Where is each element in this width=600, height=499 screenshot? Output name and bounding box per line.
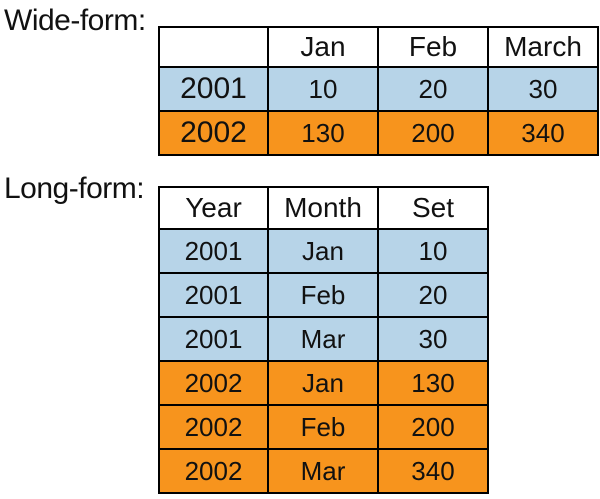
long-cell-set: 30: [377, 316, 489, 362]
long-row: 2001 Mar 30: [158, 316, 489, 362]
long-cell-month: Jan: [267, 228, 379, 274]
long-cell-set: 20: [377, 272, 489, 318]
long-header-year: Year: [158, 186, 269, 230]
wide-header-feb: Feb: [377, 26, 489, 68]
wide-row-year: 2002: [158, 110, 269, 156]
long-row: 2001 Feb 20: [158, 272, 489, 318]
long-cell-month: Mar: [267, 448, 379, 494]
long-cell-year: 2002: [158, 404, 269, 450]
long-cell-year: 2002: [158, 360, 269, 406]
long-row: 2002 Feb 200: [158, 404, 489, 450]
wide-cell-march: 340: [487, 110, 599, 156]
long-header-row: Year Month Set: [158, 186, 489, 230]
wide-row-2001: 2001 10 20 30: [158, 66, 599, 112]
long-form-label: Long-form:: [4, 172, 145, 205]
long-cell-month: Jan: [267, 360, 379, 406]
long-row: 2001 Jan 10: [158, 228, 489, 274]
wide-cell-feb: 20: [377, 66, 489, 112]
long-row: 2002 Jan 130: [158, 360, 489, 406]
long-cell-year: 2001: [158, 228, 269, 274]
wide-form-table: Jan Feb March 2001 10 20 30 2002 130 200…: [158, 26, 599, 156]
long-cell-year: 2001: [158, 316, 269, 362]
long-cell-month: Feb: [267, 404, 379, 450]
wide-row-year: 2001: [158, 66, 269, 112]
wide-form-label: Wide-form:: [4, 4, 146, 37]
long-cell-month: Mar: [267, 316, 379, 362]
long-row: 2002 Mar 340: [158, 448, 489, 494]
wide-cell-jan: 10: [267, 66, 379, 112]
long-cell-set: 200: [377, 404, 489, 450]
long-cell-set: 340: [377, 448, 489, 494]
wide-header-row: Jan Feb March: [158, 26, 599, 68]
wide-header-jan: Jan: [267, 26, 379, 68]
wide-cell-march: 30: [487, 66, 599, 112]
long-cell-set: 130: [377, 360, 489, 406]
long-header-month: Month: [267, 186, 379, 230]
long-header-set: Set: [377, 186, 489, 230]
long-form-table: Year Month Set 2001 Jan 10 2001 Feb 20 2…: [158, 186, 489, 494]
wide-header-march: March: [487, 26, 599, 68]
long-cell-year: 2001: [158, 272, 269, 318]
long-cell-month: Feb: [267, 272, 379, 318]
long-cell-set: 10: [377, 228, 489, 274]
wide-cell-jan: 130: [267, 110, 379, 156]
wide-row-2002: 2002 130 200 340: [158, 110, 599, 156]
wide-header-corner: [158, 26, 269, 68]
wide-cell-feb: 200: [377, 110, 489, 156]
long-cell-year: 2002: [158, 448, 269, 494]
